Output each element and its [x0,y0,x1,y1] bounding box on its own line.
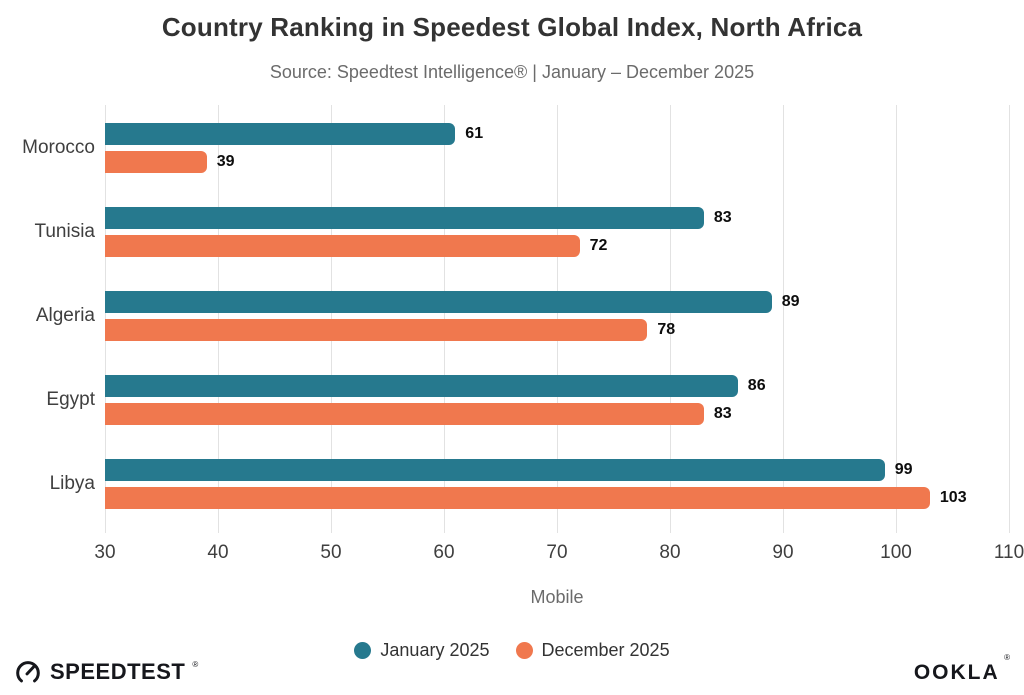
legend-label-december-2025: December 2025 [541,640,670,660]
bar-december-2025-libya [105,487,930,509]
bar-january-2025-morocco [105,123,456,145]
speedtest-logo: SPEEDTEST ® [13,657,198,687]
value-label-january-2025-libya: 99 [894,461,913,478]
x-tick-label-80: 80 [659,542,681,563]
legend-dot-january-2025 [354,642,372,659]
value-label-january-2025-egypt: 86 [747,377,766,394]
x-axis-label: Mobile [530,587,584,607]
bar-january-2025-algeria [105,291,772,313]
value-label-december-2025-algeria: 78 [657,321,676,338]
speedtest-registered-mark: ® [192,659,199,669]
value-label-december-2025-libya: 103 [939,489,967,506]
legend-label-january-2025: January 2025 [380,640,490,660]
bar-december-2025-egypt [105,403,704,425]
legend-dot-december-2025 [515,642,533,659]
chart-subtitle: Source: Speedtest Intelligence® | Januar… [269,62,755,82]
gridline-x-110 [1009,105,1010,533]
value-label-december-2025-morocco: 39 [216,153,235,170]
speedtest-wordmark: SPEEDTEST [50,659,186,684]
value-label-january-2025-morocco: 61 [465,125,484,142]
value-label-december-2025-egypt: 83 [713,405,732,422]
category-label-egypt: Egypt [46,389,95,410]
legend-item-december-2025: December 2025 [515,640,670,661]
legend-item-january-2025: January 2025 [354,640,490,661]
category-label-tunisia: Tunisia [34,221,95,242]
x-tick-label-70: 70 [546,542,568,563]
x-tick-label-50: 50 [320,542,342,563]
value-label-december-2025-tunisia: 72 [589,237,608,254]
bar-december-2025-morocco [105,151,207,173]
legend: January 2025 December 2025 [0,640,1024,661]
x-tick-label-90: 90 [772,542,794,563]
x-tick-label-30: 30 [94,542,116,563]
bar-january-2025-tunisia [105,207,704,229]
bar-january-2025-libya [105,459,885,481]
gridline-x-100 [896,105,897,533]
bar-january-2025-egypt [105,375,738,397]
speedometer-icon [13,657,43,687]
ookla-wordmark: OOKLA [913,661,1000,684]
x-tick-label-40: 40 [207,542,229,563]
category-label-morocco: Morocco [22,137,95,158]
x-tick-label-60: 60 [433,542,455,563]
x-tick-label-100: 100 [880,542,912,563]
bar-december-2025-algeria [105,319,648,341]
ookla-logo: OOKLA ® [913,653,1010,685]
ookla-registered-mark: ® [1004,653,1010,662]
bar-december-2025-tunisia [105,235,580,257]
value-label-january-2025-algeria: 89 [781,293,800,310]
category-label-libya: Libya [49,473,95,494]
chart-title: Country Ranking in Speedest Global Index… [161,12,863,42]
gridline-x-90 [783,105,784,533]
category-label-algeria: Algeria [35,305,95,326]
gridline-x-80 [670,105,671,533]
x-tick-label-110: 110 [993,542,1024,563]
value-label-january-2025-tunisia: 83 [713,209,732,226]
